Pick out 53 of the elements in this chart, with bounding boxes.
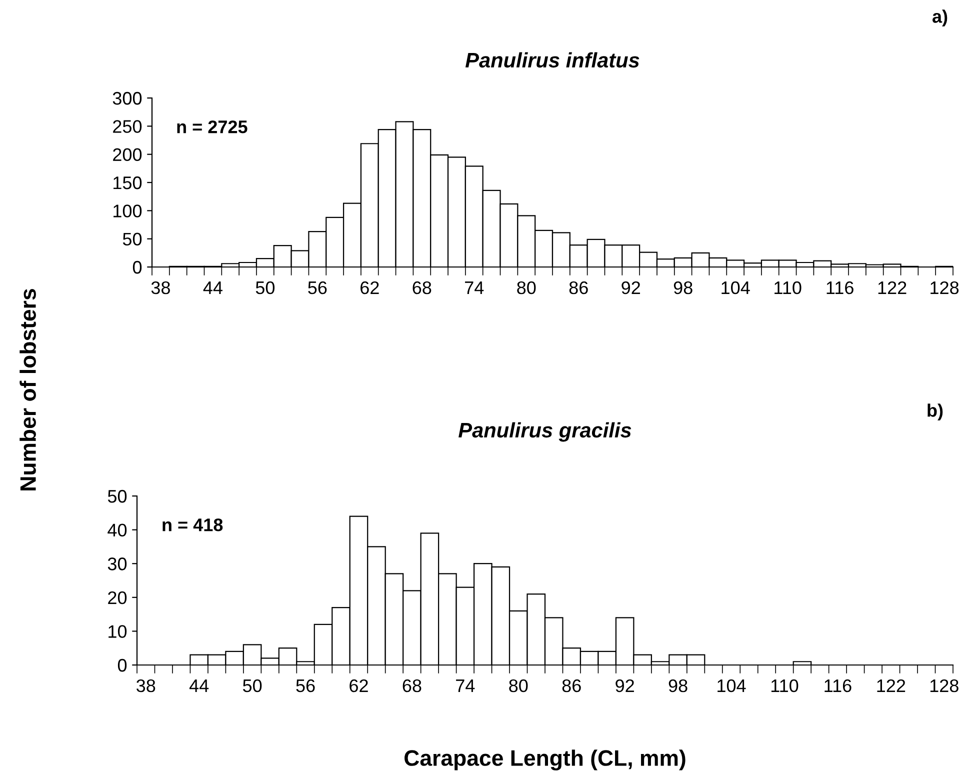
x-tick-label: 62: [350, 679, 368, 692]
y-tick-label: 200: [113, 148, 142, 162]
x-tick-label: 110: [774, 281, 802, 294]
x-tick-label: 80: [517, 281, 536, 294]
y-tick-label: 0: [118, 658, 127, 672]
x-tick-label: 116: [826, 281, 854, 294]
x-tick-label: 56: [308, 281, 327, 294]
x-tick-label: 86: [569, 281, 588, 294]
x-tick-label: 92: [616, 679, 634, 692]
x-tick-label: 122: [878, 281, 906, 294]
x-tick-label: 74: [465, 282, 484, 294]
x-tick-label: 80: [509, 679, 528, 692]
x-tick-label: 68: [402, 679, 422, 692]
y-tick-label: 0: [132, 260, 142, 274]
y-tick-label: 50: [108, 490, 127, 503]
x-tick-label: 44: [203, 282, 222, 294]
x-tick-label: 38: [151, 281, 170, 294]
x-tick-label: 50: [256, 281, 275, 294]
text: a): [932, 10, 948, 26]
y-tick-label: 40: [108, 524, 127, 537]
x-tick-label: 74: [456, 680, 475, 692]
x-tick-label: 128: [930, 679, 958, 692]
y-tick-label: 50: [122, 232, 142, 246]
x-tick-label: 128: [930, 281, 959, 294]
y-tick-label: 100: [114, 204, 142, 218]
x-tick-label: 56: [296, 679, 315, 692]
y-axis-title: Number of lobsters: [20, 289, 36, 490]
text: b): [928, 404, 943, 420]
x-tick-label: 104: [718, 679, 746, 692]
x-tick-label: 116: [824, 679, 852, 692]
annotation: n = 418: [162, 518, 223, 532]
x-tick-label: 68: [412, 281, 432, 294]
y-tick-label: 150: [114, 176, 142, 190]
x-tick-label: 86: [562, 679, 581, 692]
x-tick-label: 122: [877, 679, 906, 692]
x-tick-label: 98: [674, 281, 692, 294]
x-tick-label: 50: [242, 679, 262, 692]
x-tick-label: 92: [622, 281, 640, 294]
x-tick-label: 98: [668, 679, 688, 692]
y-tick-label: 250: [113, 120, 142, 133]
chart-title: Panulirus inflatus: [465, 52, 640, 68]
x-tick-label: 44: [189, 680, 209, 692]
x-tick-label: 62: [360, 281, 379, 294]
y-tick-label: 300: [112, 92, 142, 105]
x-tick-label: 104: [722, 281, 750, 294]
x-tick-label: 38: [136, 679, 156, 692]
x-tick-label: 110: [771, 679, 798, 692]
y-tick-label: 10: [108, 625, 127, 638]
y-tick-label: 30: [108, 558, 127, 570]
chart-title: Panulirus gracilis: [458, 422, 632, 442]
x-axis-title: Carapace Length (CL, mm): [404, 750, 686, 770]
y-tick-label: 20: [108, 591, 127, 604]
annotation: n = 2725: [177, 120, 248, 134]
